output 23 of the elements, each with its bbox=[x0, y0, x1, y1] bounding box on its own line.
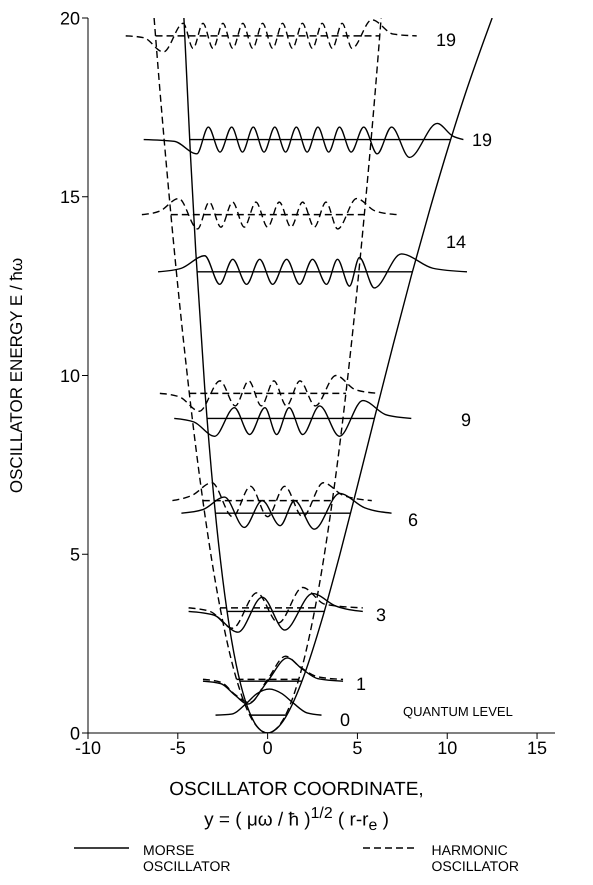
annotation: 14 bbox=[446, 232, 466, 252]
x-tick-label: 15 bbox=[527, 738, 548, 758]
y-axis-title: OSCILLATOR ENERGY E / ħω bbox=[7, 258, 26, 494]
annotation: 0 bbox=[340, 710, 350, 730]
y-tick-label: 20 bbox=[60, 8, 80, 28]
y-tick-label: 5 bbox=[70, 544, 80, 565]
annotation: QUANTUM LEVEL bbox=[403, 703, 513, 721]
x-tick-label: 0 bbox=[262, 738, 273, 758]
x-tick-label: 5 bbox=[352, 738, 362, 758]
legend-label: HARMONIC OSCILLATOR bbox=[432, 842, 519, 874]
annotation: 19 bbox=[436, 30, 456, 50]
y-tick-label: 10 bbox=[60, 366, 80, 386]
x-tick-label: -5 bbox=[170, 738, 186, 758]
y-tick-label: 15 bbox=[60, 187, 80, 208]
legend-label: MORSE OSCILLATOR bbox=[143, 842, 230, 874]
x-tick-label: 10 bbox=[437, 738, 458, 758]
annotation: 1 bbox=[356, 674, 366, 694]
x-axis-title: OSCILLATOR COORDINATE, y = ( μω / ħ )$^{1/2}$ ( r-r$_{e}$ ) bbox=[168, 778, 425, 836]
y-tick-label: 0 bbox=[70, 723, 80, 744]
annotation: 3 bbox=[376, 605, 386, 625]
annotation: 19 bbox=[472, 130, 492, 150]
annotation: 9 bbox=[461, 410, 472, 430]
annotation: 6 bbox=[408, 510, 418, 530]
